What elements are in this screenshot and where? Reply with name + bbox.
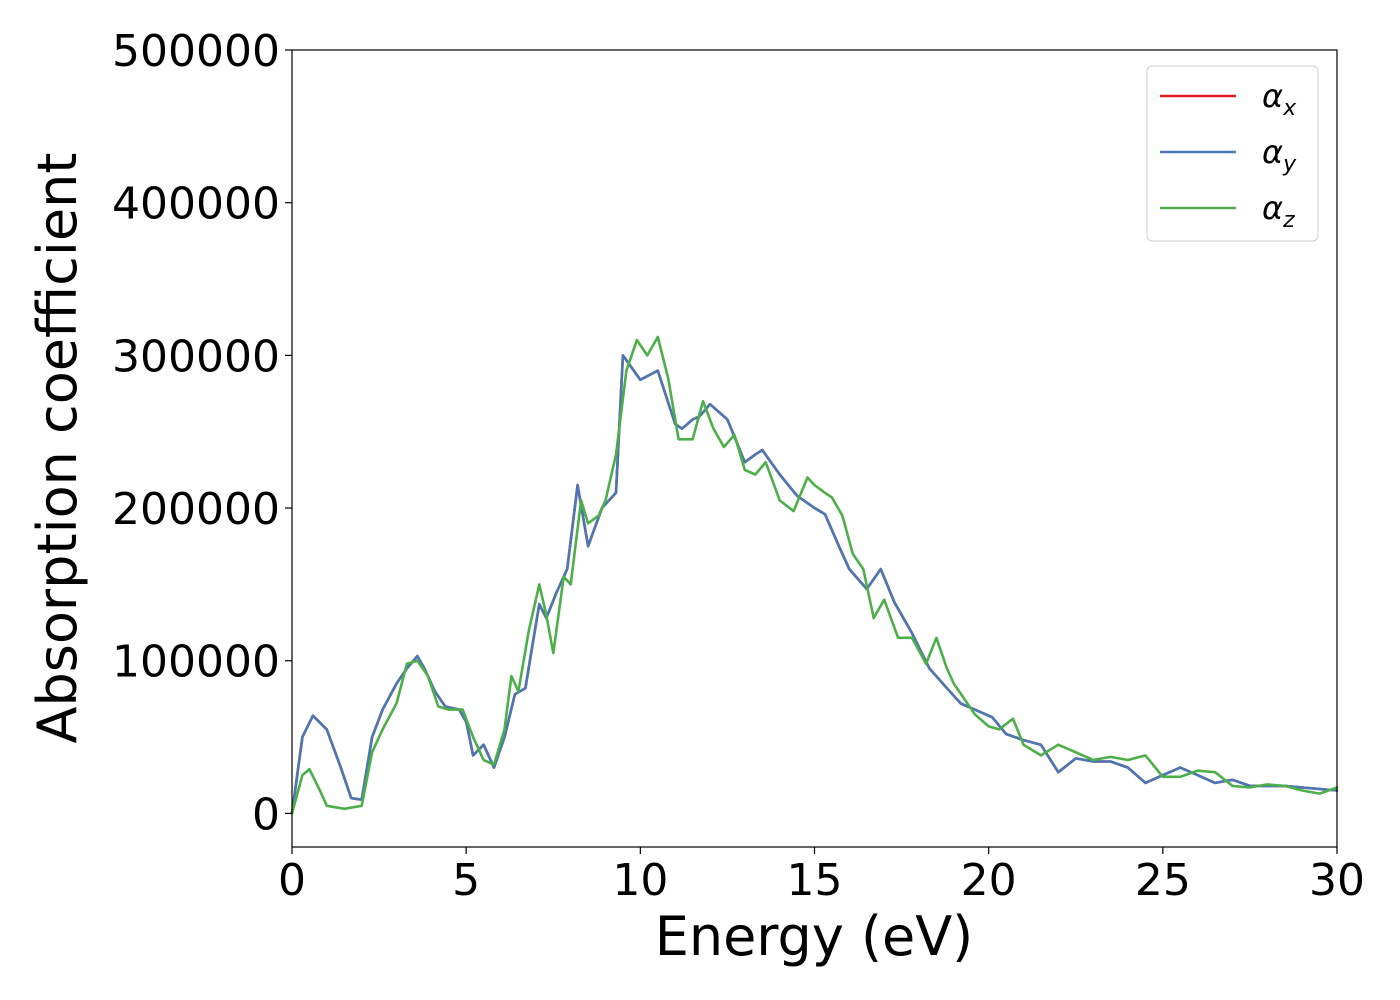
- y-tick-label: 300000: [112, 331, 280, 382]
- y-tick-label: 200000: [112, 484, 280, 535]
- y-axis: 0 100000 200000 300000 400000 500000: [112, 26, 292, 840]
- y-tick-label: 400000: [112, 179, 280, 230]
- series-line-y: [290, 354, 1339, 815]
- x-axis-title: Energy (eV): [655, 905, 974, 968]
- x-axis: 0 5 10 15 20 25 30: [278, 847, 1365, 906]
- y-tick-label: 100000: [112, 637, 280, 688]
- y-tick-label: 0: [252, 789, 280, 840]
- y-tick-label: 500000: [112, 26, 280, 77]
- x-tick-label: 15: [787, 855, 843, 906]
- x-tick-label: 5: [452, 855, 480, 906]
- x-tick-label: 10: [612, 855, 668, 906]
- legend-box: [1146, 65, 1319, 242]
- x-tick-label: 30: [1309, 855, 1365, 906]
- series-line-z: [290, 335, 1339, 815]
- x-tick-label: 25: [1135, 855, 1191, 906]
- x-tick-label: 0: [278, 855, 306, 906]
- series-lines: [290, 335, 1339, 815]
- y-axis-title: Absorption coefficient: [26, 153, 89, 744]
- x-tick-label: 20: [961, 855, 1017, 906]
